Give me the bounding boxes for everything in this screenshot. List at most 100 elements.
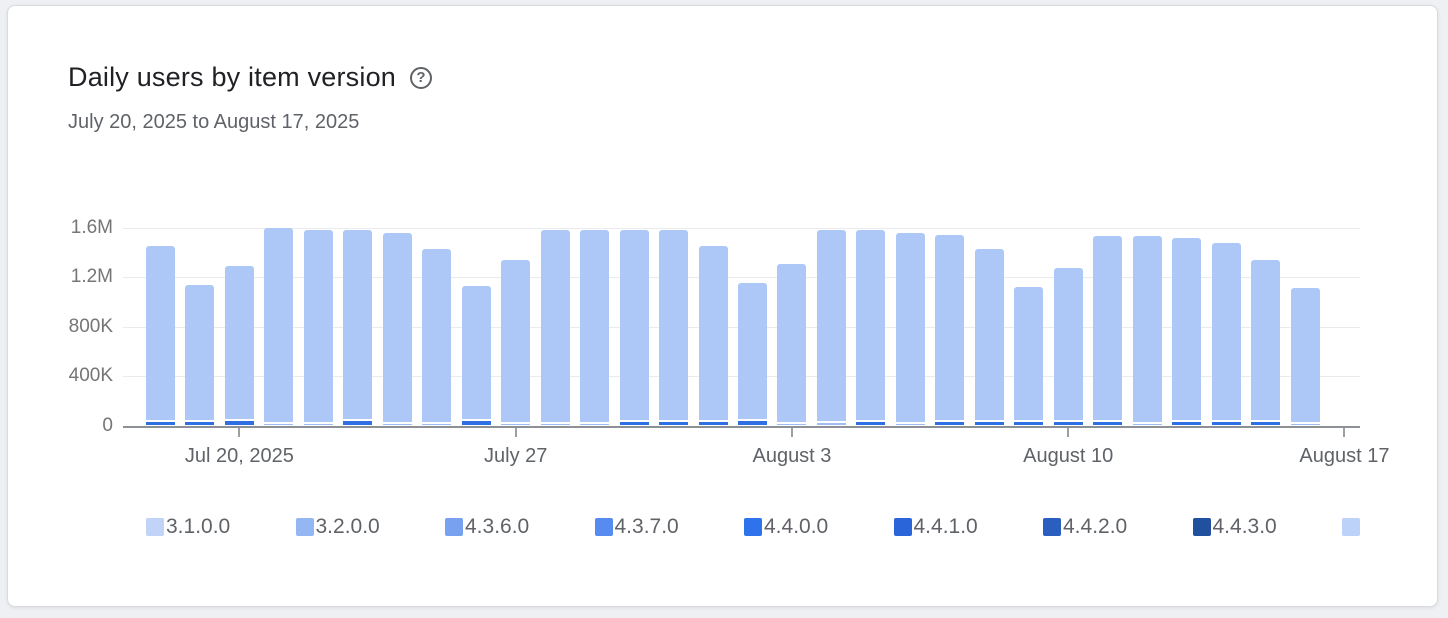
bar-segment-accent[interactable] xyxy=(382,423,412,426)
bar-segment-main[interactable] xyxy=(659,230,689,421)
bar-segment-main[interactable] xyxy=(264,227,294,422)
bar-segment-accent[interactable] xyxy=(1172,421,1202,426)
stacked-bar-day-16[interactable] xyxy=(737,283,767,426)
bar-segment-accent[interactable] xyxy=(777,423,807,426)
stacked-bar-day-7[interactable] xyxy=(382,232,412,426)
bar-segment-main[interactable] xyxy=(1211,242,1241,421)
x-axis-tick xyxy=(1067,427,1070,437)
bar-segment-main[interactable] xyxy=(895,232,925,422)
stacked-bar-day-13[interactable] xyxy=(619,230,649,426)
stacked-bar-day-1[interactable] xyxy=(146,246,175,426)
bar-segment-accent[interactable] xyxy=(343,421,373,426)
bar-segment-main[interactable] xyxy=(619,230,649,421)
stacked-bar-day-22[interactable] xyxy=(974,248,1004,426)
bar-segment-accent[interactable] xyxy=(461,421,491,426)
stacked-bar-day-26[interactable] xyxy=(1132,236,1162,426)
bar-segment-main[interactable] xyxy=(224,266,254,420)
bar-segment-accent[interactable] xyxy=(1093,422,1123,426)
bar-segment-accent[interactable] xyxy=(698,421,728,426)
bar-segment-accent[interactable] xyxy=(264,423,294,426)
legend-swatch-icon xyxy=(744,518,762,536)
stacked-bar-day-20[interactable] xyxy=(895,232,925,426)
bar-segment-main[interactable] xyxy=(974,248,1004,420)
stacked-bar-day-14[interactable] xyxy=(659,230,689,426)
bar-segment-main[interactable] xyxy=(501,259,531,422)
bar-segment-main[interactable] xyxy=(422,248,452,422)
gridline xyxy=(123,277,1360,279)
bar-segment-main[interactable] xyxy=(1290,288,1320,422)
stacked-bar-day-6[interactable] xyxy=(343,230,373,426)
bar-segment-main[interactable] xyxy=(856,230,886,420)
bar-segment-main[interactable] xyxy=(580,230,610,422)
stacked-bar-day-24[interactable] xyxy=(1053,268,1083,426)
help-icon[interactable]: ? xyxy=(410,66,433,89)
stacked-bar-day-18[interactable] xyxy=(816,230,846,426)
bar-segment-main[interactable] xyxy=(461,285,491,420)
bar-segment-accent[interactable] xyxy=(974,421,1004,426)
bar-segment-accent[interactable] xyxy=(501,423,531,426)
bar-segment-main[interactable] xyxy=(1014,287,1044,420)
bar-segment-accent[interactable] xyxy=(856,421,886,426)
stacked-bar-day-4[interactable] xyxy=(264,227,294,426)
y-axis-label: 0 xyxy=(102,414,113,436)
bar-segment-accent[interactable] xyxy=(185,421,215,426)
bar-segment-main[interactable] xyxy=(1251,259,1281,421)
stacked-bar-day-21[interactable] xyxy=(935,235,965,426)
bar-segment-main[interactable] xyxy=(1132,236,1162,422)
bar-segment-accent[interactable] xyxy=(935,421,965,426)
x-axis-line xyxy=(123,425,1360,428)
stacked-bar-day-11[interactable] xyxy=(540,230,570,426)
bar-segment-main[interactable] xyxy=(777,263,807,422)
stacked-bar-day-25[interactable] xyxy=(1093,236,1123,426)
bar-segment-accent[interactable] xyxy=(422,423,452,426)
bar-segment-accent[interactable] xyxy=(146,421,175,426)
bar-segment-main[interactable] xyxy=(1172,237,1202,420)
bar-segment-accent[interactable] xyxy=(737,421,767,426)
bar-segment-main[interactable] xyxy=(737,283,767,420)
bar-segment-accent[interactable] xyxy=(895,423,925,426)
bar-segment-main[interactable] xyxy=(1053,268,1083,420)
stacked-bar-day-27[interactable] xyxy=(1172,237,1202,426)
bar-segment-accent[interactable] xyxy=(1290,423,1320,426)
bar-segment-accent[interactable] xyxy=(1014,421,1044,426)
stacked-bar-day-28[interactable] xyxy=(1211,242,1241,426)
stacked-bar-day-19[interactable] xyxy=(856,230,886,426)
bar-segment-main[interactable] xyxy=(343,230,373,420)
bar-segment-accent[interactable] xyxy=(580,423,610,426)
bar-segment-accent[interactable] xyxy=(224,421,254,426)
stacked-bar-day-12[interactable] xyxy=(580,230,610,426)
bar-segment-main[interactable] xyxy=(303,230,333,422)
stacked-bar-day-3[interactable] xyxy=(224,266,254,426)
legend-item-4.4.1.0: 4.4.1.0 xyxy=(893,515,1044,539)
bar-segment-accent[interactable] xyxy=(619,422,649,426)
legend-label: 4.4.1.0 xyxy=(913,515,978,538)
bar-segment-accent[interactable] xyxy=(1132,423,1162,426)
stacked-bar-day-23[interactable] xyxy=(1014,287,1044,426)
bar-segment-main[interactable] xyxy=(1093,236,1123,421)
bar-segment-main[interactable] xyxy=(185,284,215,420)
bar-segment-main[interactable] xyxy=(698,246,728,420)
stacked-bar-day-15[interactable] xyxy=(698,246,728,426)
bar-segment-accent[interactable] xyxy=(1211,422,1241,426)
stacked-bar-day-10[interactable] xyxy=(501,259,531,426)
stacked-bar-day-29[interactable] xyxy=(1251,259,1281,426)
bar-segment-accent[interactable] xyxy=(1251,422,1281,426)
bar-segment-main[interactable] xyxy=(816,230,846,422)
stacked-bar-day-8[interactable] xyxy=(422,248,452,426)
stacked-bar-day-30[interactable] xyxy=(1290,288,1320,426)
bar-segment-accent[interactable] xyxy=(659,422,689,426)
bar-segment-accent[interactable] xyxy=(1053,421,1083,426)
stacked-bar-day-2[interactable] xyxy=(185,284,215,426)
bar-segment-accent[interactable] xyxy=(816,423,846,426)
bar-segment-accent[interactable] xyxy=(303,423,333,426)
bar-segment-main[interactable] xyxy=(146,246,175,420)
stacked-bar-day-9[interactable] xyxy=(461,285,491,426)
bar-segment-accent[interactable] xyxy=(540,423,570,426)
bar-segment-main[interactable] xyxy=(935,235,965,420)
bar-segment-main[interactable] xyxy=(382,232,412,422)
stacked-bar-day-17[interactable] xyxy=(777,263,807,426)
x-axis-label: August 3 xyxy=(752,444,832,467)
stacked-bar-day-5[interactable] xyxy=(303,230,333,426)
legend-swatch-icon xyxy=(1342,518,1360,536)
bar-segment-main[interactable] xyxy=(540,230,570,422)
